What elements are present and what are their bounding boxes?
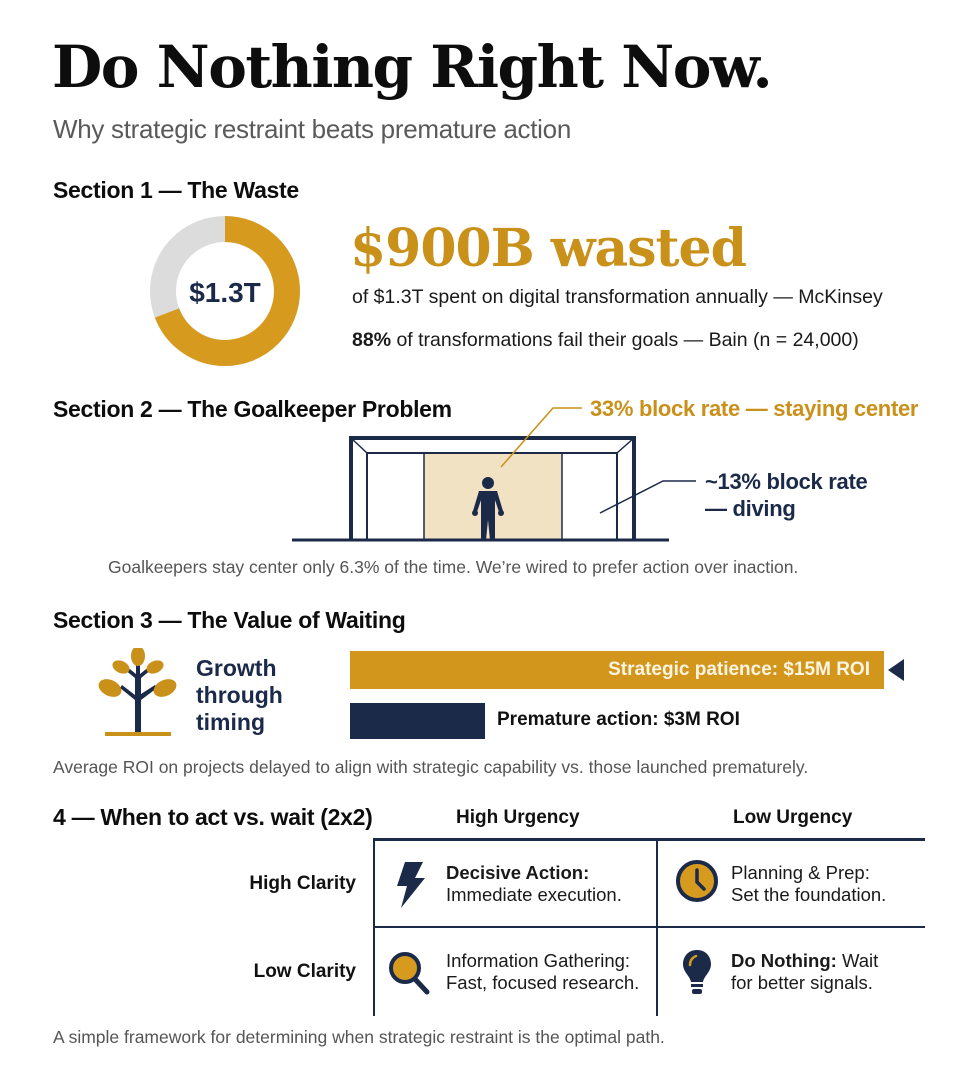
section2-heading: Section 2 — The Goalkeeper Problem	[53, 396, 452, 422]
center-callout-leader	[500, 407, 582, 468]
patience-bar: Strategic patience: $15M ROI	[350, 651, 884, 689]
cell-decisive-desc: Immediate execution.	[446, 884, 622, 905]
patience-bar-label: Strategic patience: $15M ROI	[608, 659, 870, 680]
triangle-marker-icon	[888, 659, 904, 681]
donut-center-label: $1.3T	[189, 277, 261, 308]
lightning-icon	[397, 862, 425, 908]
mckinsey-stat: of $1.3T spent on digital transformation…	[352, 286, 883, 308]
row-header-low-clarity: Low Clarity	[253, 961, 356, 982]
wasted-headline: $900B wasted	[350, 218, 747, 279]
cell-planning-prep: Planning & Prep: Set the foundation.	[731, 862, 886, 906]
framework-caption: A simple framework for determining when …	[53, 1027, 665, 1047]
page-title: Do Nothing Right Now.	[52, 33, 773, 101]
premature-bar	[350, 703, 485, 739]
goal-diagram	[292, 407, 696, 542]
dive-callout-line2: — diving	[705, 496, 796, 521]
col-header-high-urgency: High Urgency	[456, 807, 580, 828]
dive-block-rate-callout: ~13% block rate — diving	[705, 468, 868, 522]
cell-do-nothing-rest: Wait	[836, 950, 879, 971]
growth-through-timing: Growth through timing	[196, 655, 283, 736]
growth-line1: Growth	[196, 655, 277, 681]
center-block-rate-callout: 33% block rate — staying center	[590, 396, 919, 421]
cell-planning-title: Planning & Prep:	[731, 862, 870, 883]
cell-planning-desc: Set the foundation.	[731, 884, 887, 905]
cell-do-nothing-title: Do Nothing:	[731, 950, 837, 971]
cell-decisive-title: Decisive Action:	[446, 862, 590, 883]
roi-caption: Average ROI on projects delayed to align…	[53, 757, 809, 777]
grid-middle-line	[374, 926, 925, 928]
cell-info-desc: Fast, focused research.	[446, 972, 640, 993]
section1-heading: Section 1 — The Waste	[53, 177, 299, 203]
dive-callout-line1: ~13% block rate	[705, 469, 868, 494]
growth-line2: through	[196, 682, 283, 708]
lightbulb-icon	[683, 950, 711, 994]
goalkeeper-icon	[472, 477, 504, 540]
row-header-high-clarity: High Clarity	[249, 873, 356, 894]
tree-icon	[98, 648, 177, 736]
cell-decisive-action: Decisive Action: Immediate execution.	[446, 862, 622, 906]
donut-chart	[150, 216, 300, 366]
section4-heading: 4 — When to act vs. wait (2x2)	[53, 804, 373, 830]
cell-info-title: Information Gathering:	[446, 950, 631, 971]
magnifier-icon	[389, 952, 430, 995]
page-subtitle: Why strategic restraint beats premature …	[53, 114, 571, 144]
goal-frame	[349, 436, 636, 540]
bain-stat-percent: 88%	[352, 329, 392, 351]
premature-bar-label: Premature action: $3M ROI	[497, 709, 740, 730]
col-header-low-urgency: Low Urgency	[733, 807, 853, 828]
growth-line3: timing	[196, 709, 265, 735]
grid-top-line	[374, 838, 925, 841]
cell-do-nothing: Do Nothing: Wait for better signals.	[731, 950, 878, 994]
goalkeeper-caption: Goalkeepers stay center only 6.3% of the…	[108, 557, 799, 577]
grid-center-line	[656, 838, 658, 1016]
bain-stat: 88% of transformations fail their goals …	[352, 329, 859, 352]
cell-information-gathering: Information Gathering: Fast, focused res…	[446, 950, 639, 994]
bain-stat-rest: of transformations fail their goals — Ba…	[391, 329, 859, 351]
grid-left-line	[373, 838, 375, 1016]
section3-heading: Section 3 — The Value of Waiting	[53, 607, 406, 633]
dive-callout-leader	[599, 480, 696, 514]
clock-icon	[676, 860, 718, 902]
cell-do-nothing-desc: for better signals.	[731, 972, 873, 993]
donut-wasted-slice	[150, 216, 300, 366]
